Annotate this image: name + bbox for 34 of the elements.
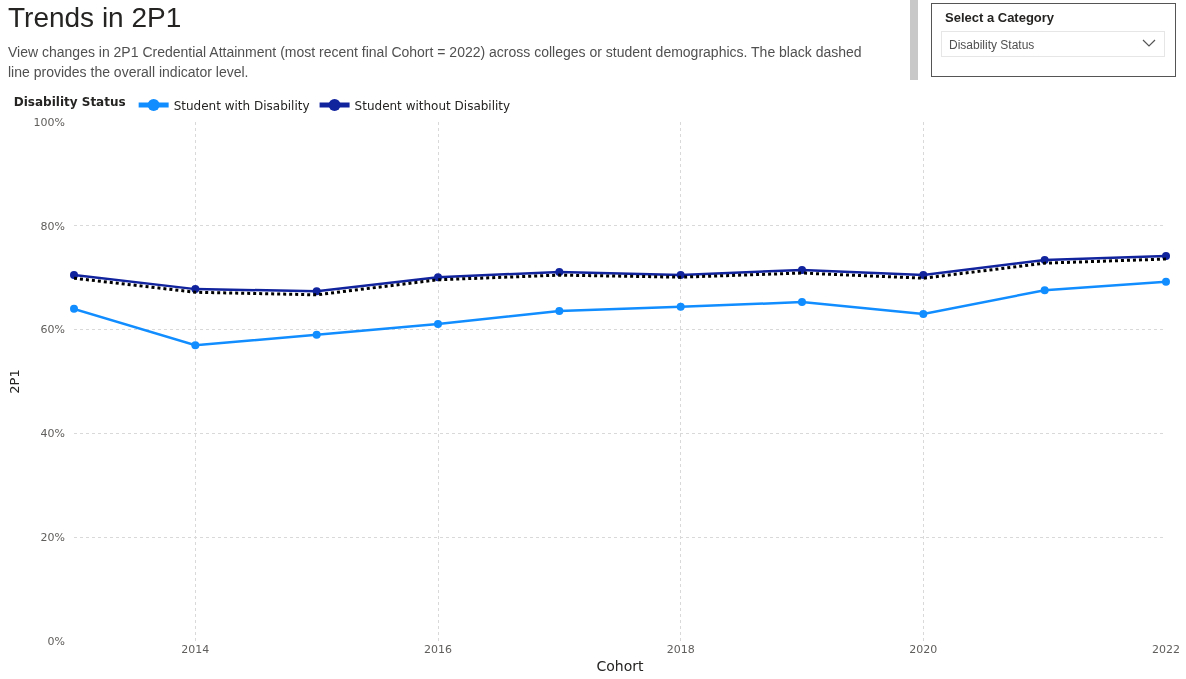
y-tick-label: 100%	[33, 115, 65, 129]
point	[70, 304, 78, 313]
point	[919, 271, 928, 280]
point	[1040, 286, 1049, 295]
legend-title: Disability Status	[13, 95, 126, 109]
x-tick-label: 2018	[666, 643, 695, 656]
point	[191, 341, 200, 350]
y-axis-title: 2P1	[7, 369, 23, 394]
point	[1162, 277, 1170, 286]
point	[434, 319, 442, 328]
x-tick-label: 2014	[181, 643, 210, 656]
point	[798, 298, 806, 307]
legend-label: Student with Disability	[173, 98, 310, 113]
legend-label: Student without Disability	[354, 98, 511, 113]
y-tick-label: 60%	[40, 323, 65, 337]
chart-subtitle: View changes in 2P1 Credential Attainment (most recent final Cohort = 2022) across colleges or student demographics. The black dashed line provides the overall indicator level.	[8, 43, 863, 82]
point	[70, 271, 78, 280]
point	[555, 306, 564, 315]
chart-title: Trends in 2P1	[8, 2, 182, 34]
x-tick-label: 2022	[1152, 643, 1180, 656]
y-tick-label: 0%	[47, 634, 65, 648]
y-tick-label: 20%	[40, 531, 65, 545]
y-tick-label: 80%	[40, 219, 65, 233]
text: Select a Category	[945, 10, 1055, 25]
point	[312, 330, 321, 339]
y-tick-label: 40%	[40, 427, 65, 441]
text: Disability Status	[949, 38, 1035, 52]
x-tick-label: 2016	[424, 643, 452, 656]
point	[919, 310, 928, 319]
x-axis-title: Cohort	[596, 658, 645, 675]
point	[798, 265, 806, 274]
point	[312, 287, 321, 296]
x-tick-label: 2020	[909, 643, 938, 656]
point	[676, 302, 685, 311]
